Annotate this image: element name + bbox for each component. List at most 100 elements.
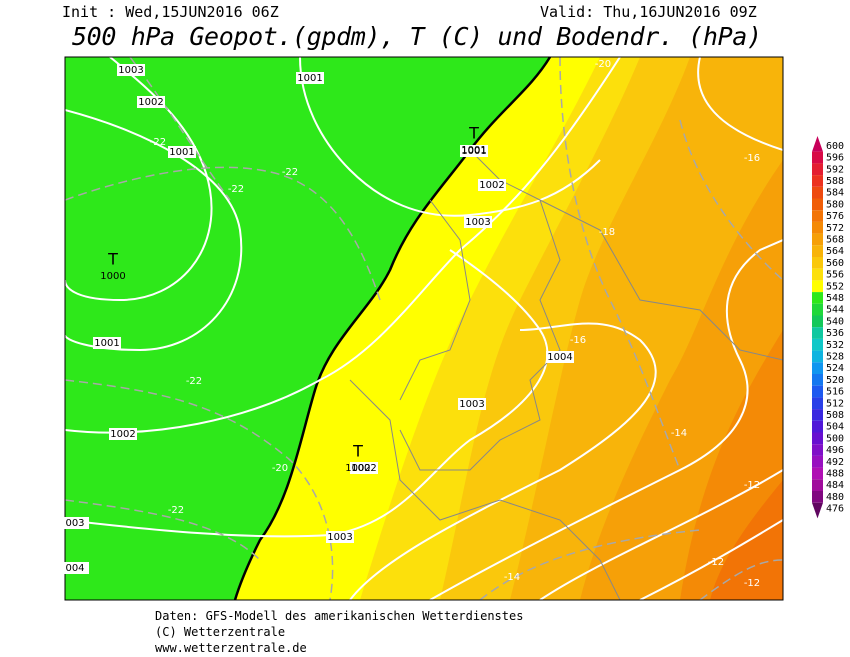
colorbar-swatch xyxy=(812,409,823,421)
colorbar-cap xyxy=(812,502,823,519)
colorbar-swatch xyxy=(812,397,823,410)
colorbar-label: 480 xyxy=(826,492,844,503)
colorbar-swatch xyxy=(812,151,823,164)
colorbar-swatch xyxy=(812,350,823,363)
pressure-label: 1001 xyxy=(297,73,322,84)
colorbar-label: 560 xyxy=(826,258,844,269)
colorbar-label: 572 xyxy=(826,223,844,234)
colorbar-label: 496 xyxy=(826,445,844,456)
pressure-label-bg xyxy=(478,179,506,191)
colorbar-label: 540 xyxy=(826,316,844,327)
colorbar-label: 600 xyxy=(826,141,844,152)
colorbar-cap xyxy=(812,136,823,152)
colorbar-label: 516 xyxy=(826,387,844,398)
colorbar-swatch xyxy=(812,163,823,176)
colorbar-label: 592 xyxy=(826,164,844,175)
temperature-label: -22 xyxy=(168,505,184,516)
footer-copyright: (C) Wetterzentrale xyxy=(155,625,285,639)
temperature-label: -12 xyxy=(708,557,724,568)
colorbar-swatch xyxy=(812,327,823,339)
pressure-label-bg xyxy=(117,64,145,76)
borders xyxy=(349,149,783,600)
colorbar-swatch xyxy=(812,385,823,398)
colorbar-label: 576 xyxy=(826,211,844,222)
pressure-label-bg xyxy=(61,517,89,529)
low-value: 1002 xyxy=(345,463,370,474)
colorbar-swatch xyxy=(812,292,823,304)
colorbar-swatch xyxy=(812,444,823,456)
pressure-label-bg xyxy=(61,562,89,574)
colorbar-label: 508 xyxy=(826,410,844,421)
pressure-label: 003 xyxy=(65,518,84,529)
colorbar-swatch xyxy=(812,210,823,222)
temperature-label: -12 xyxy=(744,480,760,491)
colorbar-swatch xyxy=(812,362,823,374)
colorbar-label: 556 xyxy=(826,270,844,281)
footer-url: www.wetterzentrale.de xyxy=(155,641,307,655)
colorbar-label: 488 xyxy=(826,468,844,479)
temperature-label: -18 xyxy=(599,227,615,238)
colorbar-label: 520 xyxy=(826,375,844,386)
colorbar-swatch xyxy=(812,198,823,211)
colorbar-swatch xyxy=(812,303,823,316)
colorbar-swatch xyxy=(812,315,823,328)
low-value: 1001 xyxy=(461,145,486,156)
pressure-label-bg xyxy=(460,145,488,157)
init-time: Init : Wed,15JUN2016 06Z xyxy=(62,3,279,21)
colorbar-label: 476 xyxy=(826,504,844,515)
temperature-label: -22 xyxy=(150,137,166,148)
pressure-label: 1002 xyxy=(138,97,163,108)
field-576 xyxy=(710,480,783,600)
colorbar-swatch xyxy=(812,420,823,433)
pressure-label: 1001 xyxy=(169,147,194,158)
pressure-label-bg xyxy=(137,96,165,108)
colorbar-swatch xyxy=(812,432,823,445)
colorbar-label: 544 xyxy=(826,305,844,316)
colorbar: 6005965925885845805765725685645605565525… xyxy=(812,136,844,519)
colorbar-label: 524 xyxy=(826,363,844,374)
colorbar-label: 512 xyxy=(826,398,844,409)
temperature-label: -20 xyxy=(272,463,288,474)
colorbar-swatch xyxy=(812,467,823,480)
pressure-label-bg xyxy=(109,428,137,440)
pressure-label: 1003 xyxy=(327,532,352,543)
isotherms xyxy=(65,57,783,600)
colorbar-label: 532 xyxy=(826,340,844,351)
pressure-label-bg xyxy=(464,216,492,228)
colorbar-swatch xyxy=(812,186,823,199)
temperature-label: -14 xyxy=(504,572,520,583)
pressure-label: 1001 xyxy=(94,338,119,349)
pressure-label: 1001 xyxy=(461,146,486,157)
pressure-label: 1002 xyxy=(479,180,504,191)
pressure-label: 1004 xyxy=(547,352,572,363)
green-field xyxy=(65,57,550,600)
pressure-label-bg xyxy=(93,337,121,349)
colorbar-label: 492 xyxy=(826,457,844,468)
colorbar-swatch xyxy=(812,175,823,187)
pressure-label-bg xyxy=(296,72,324,84)
colorbar-label: 548 xyxy=(826,293,844,304)
temperature-label: -16 xyxy=(744,153,760,164)
colorbar-swatch xyxy=(812,268,823,281)
colorbar-swatch xyxy=(812,221,823,234)
map-frame xyxy=(64,56,784,601)
low-symbol: T xyxy=(468,124,479,143)
colorbar-swatch xyxy=(812,374,823,386)
front-line xyxy=(233,57,552,600)
colorbar-label: 536 xyxy=(826,328,844,339)
pressure-label: 004 xyxy=(65,563,84,574)
colorbar-swatch xyxy=(812,245,823,257)
pressure-label: 1002 xyxy=(110,429,135,440)
pressure-label-bg xyxy=(546,351,574,363)
colorbar-label: 564 xyxy=(826,246,844,257)
colorbar-swatch xyxy=(812,479,823,491)
temperature-label: -12 xyxy=(744,578,760,589)
colorbar-swatch xyxy=(812,491,823,503)
pressure-label-bg xyxy=(168,146,196,158)
colorbar-label: 568 xyxy=(826,234,844,245)
map-area: 1003 1002 1001 1001 1001 1002 1003 1001 1004 1003… xyxy=(61,56,784,601)
colorbar-label: 500 xyxy=(826,433,844,444)
colorbar-swatch xyxy=(812,233,823,246)
valid-time: Valid: Thu,16JUN2016 09Z xyxy=(540,3,757,21)
